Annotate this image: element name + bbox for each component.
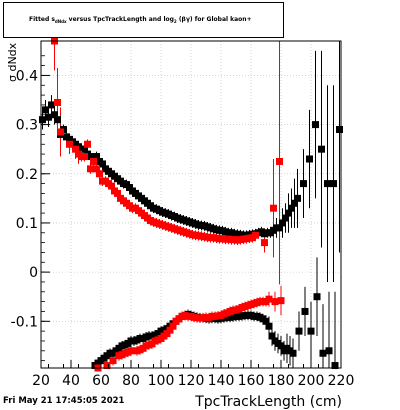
title-post: (βγ) for Global kaon+: [178, 16, 252, 23]
data-point: [48, 101, 55, 109]
data-point: [45, 113, 52, 121]
x-tick-label: 80: [122, 373, 140, 389]
data-point: [262, 317, 270, 325]
data-point: [294, 194, 301, 202]
data-point: [90, 157, 97, 165]
data-point: [271, 298, 279, 306]
x-tick-label: 40: [62, 373, 80, 389]
data-point: [291, 199, 298, 207]
data-point: [39, 116, 46, 124]
y-tick-label: 0.1: [16, 216, 38, 232]
data-point: [276, 157, 283, 165]
data-point: [268, 332, 276, 340]
chart-title: Fitted sdNdx versus TpcTrackLength and l…: [29, 16, 252, 24]
data-point: [277, 342, 285, 350]
footer-timestamp: Fri May 21 17:45:05 2021: [3, 396, 125, 406]
data-point: [57, 128, 64, 136]
x-tick-label: 100: [148, 373, 175, 389]
data-point: [109, 357, 117, 365]
x-axis-label: TpcTrackLength (cm): [194, 394, 342, 410]
data-point: [270, 204, 277, 212]
data-point: [300, 180, 307, 188]
title-pre: Fitted s: [29, 16, 55, 23]
data-point: [319, 349, 327, 357]
data-point: [325, 347, 333, 355]
x-tick-label: 120: [178, 373, 205, 389]
y-tick-label: 0.2: [16, 167, 38, 183]
data-point: [261, 239, 268, 247]
data-point: [279, 219, 286, 227]
data-point: [276, 224, 283, 232]
x-tick-label: 160: [238, 373, 265, 389]
data-point: [331, 362, 339, 370]
data-point: [265, 322, 273, 330]
data-point: [169, 322, 177, 330]
data-point: [84, 140, 91, 148]
x-tick-label: 140: [208, 373, 235, 389]
data-point: [66, 140, 73, 148]
y-axis-label: σ dNdx: [6, 42, 19, 82]
data-point: [301, 307, 309, 315]
x-tick-label: 20: [32, 373, 50, 389]
data-point: [81, 145, 88, 153]
data-point: [252, 231, 259, 239]
data-point: [282, 214, 289, 222]
data-point: [42, 106, 49, 114]
data-point: [277, 297, 285, 305]
title-sub-log: 2: [173, 19, 177, 25]
title-mid: versus TpcTrackLength and log: [68, 16, 174, 23]
data-point: [103, 362, 111, 370]
x-tick-label: 60: [92, 373, 110, 389]
x-tick-label: 200: [298, 373, 325, 389]
data-point: [51, 111, 58, 119]
data-point: [193, 314, 201, 322]
data-point: [324, 180, 331, 188]
data-point: [313, 293, 321, 301]
data-point: [108, 182, 115, 190]
data-point: [93, 165, 100, 173]
data-point: [81, 153, 88, 161]
data-point: [54, 98, 61, 106]
data-point: [318, 145, 325, 153]
y-tick-label: 0.3: [16, 118, 38, 134]
data-point: [295, 327, 303, 335]
data-point: [307, 327, 315, 335]
data-point: [99, 160, 106, 168]
x-tick-label: 220: [328, 373, 355, 389]
y-tick-label: -0.1: [11, 314, 38, 330]
data-point: [265, 295, 273, 303]
data-point: [285, 209, 292, 217]
title-sub-dndx: dNdx: [54, 19, 67, 25]
title-box: Fitted sdNdx versus TpcTrackLength and l…: [3, 2, 284, 38]
data-point: [289, 349, 297, 357]
data-point: [72, 145, 79, 153]
data-point: [114, 189, 121, 197]
data-point: [54, 116, 61, 124]
data-point: [288, 204, 295, 212]
axes: 20 40 60 80 100 120 140 160 180 200 220 -0.1 0 0.1 0.2…: [11, 55, 355, 389]
x-tick-label: 180: [268, 373, 295, 389]
data-point: [127, 347, 135, 355]
data-point: [306, 155, 313, 163]
data-point: [87, 165, 94, 173]
data-point: [93, 153, 100, 161]
data-point: [96, 170, 103, 178]
y-tick-label: 0.4: [16, 68, 38, 84]
y-tick-label: 0: [29, 265, 38, 281]
data-point: [330, 180, 337, 188]
data-point: [166, 326, 174, 334]
data-point: [336, 126, 343, 134]
data-point: [312, 121, 319, 129]
